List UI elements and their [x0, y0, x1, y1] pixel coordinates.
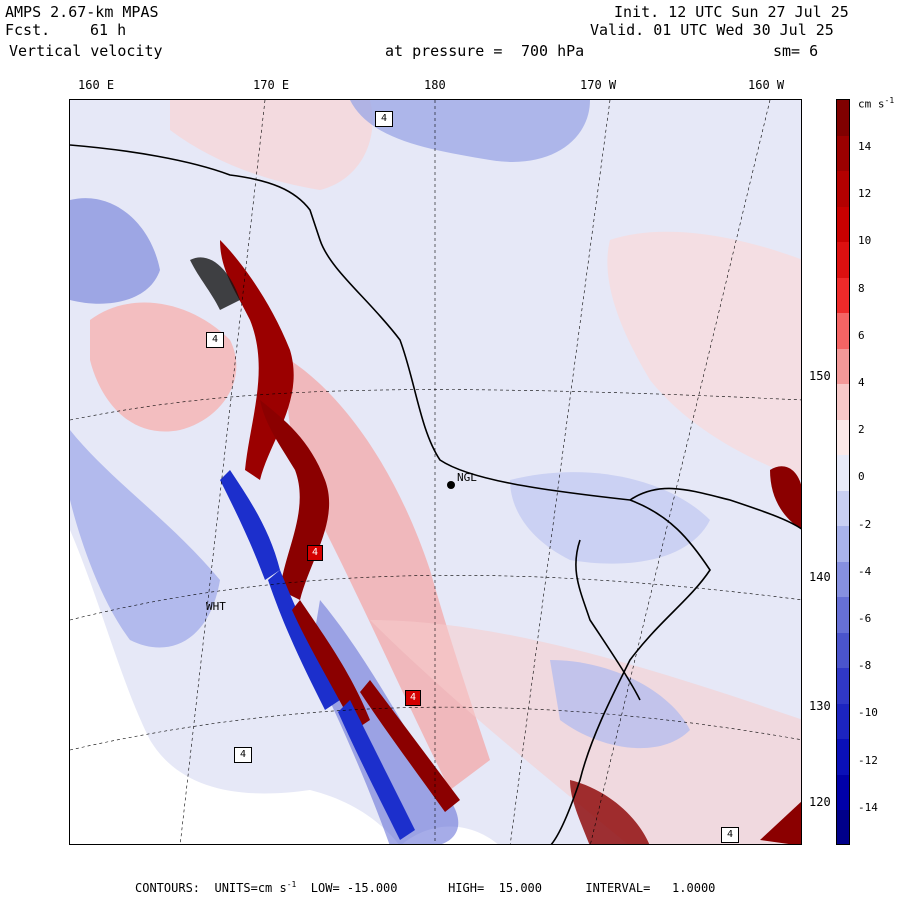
- colorbar-band: [837, 419, 849, 456]
- negative-region: [70, 430, 220, 648]
- colorbar-band: [837, 703, 849, 740]
- colorbar-band: [837, 632, 849, 669]
- colorbar-tick-label: -14: [858, 800, 878, 814]
- colorbar-units: cm s-1: [858, 96, 895, 111]
- colorbar-band: [837, 135, 849, 172]
- colorbar-band: [837, 242, 849, 279]
- colorbar-band: [837, 313, 849, 350]
- colorbar-tick-label: 12: [858, 187, 872, 201]
- colorbar-band: [837, 384, 849, 421]
- colorbar-tick-label: -12: [858, 753, 878, 767]
- colorbar-band: [837, 277, 849, 314]
- negative-region: [550, 660, 690, 749]
- colorbar-band: [837, 597, 849, 634]
- pressure-value: 700 hPa: [521, 42, 585, 60]
- colorbar-tick-label: 6: [858, 328, 865, 342]
- lon-label: 170 E: [253, 78, 290, 92]
- colorbar-band: [837, 455, 849, 492]
- model-title: AMPS 2.67-km MPAS: [5, 3, 159, 21]
- valid-time: Valid. 01 UTC Wed 30 Jul 25: [590, 21, 834, 39]
- field-name: Vertical velocity: [9, 42, 163, 60]
- coastline: [70, 144, 801, 844]
- station-ngl-marker: [447, 481, 455, 489]
- positive-region: [607, 231, 801, 480]
- colorbar-band: [837, 100, 849, 137]
- lon-label: 170 W: [580, 78, 617, 92]
- colorbar-band: [837, 668, 849, 705]
- extrema-box: 4: [234, 747, 252, 763]
- colorbar-band: [837, 490, 849, 527]
- colorbar-tick-label: 14: [858, 140, 872, 153]
- colorbar-band: [837, 348, 849, 385]
- positive-region: [90, 302, 237, 432]
- colorbar-tick-label: -4: [858, 564, 872, 578]
- contour-info: CONTOURS: UNITS=cm s-1 LOW= -15.000 HIGH…: [135, 880, 716, 895]
- colorbar-band: [837, 171, 849, 208]
- positive-region: [170, 100, 373, 190]
- negative-region: [350, 100, 590, 162]
- lon-label: 160 W: [748, 78, 785, 92]
- colorbar-band: [837, 739, 849, 776]
- forecast-label: Fcst.: [5, 21, 51, 39]
- colorbar-tick-label: -8: [858, 659, 872, 673]
- extrema-box: 4: [375, 111, 393, 127]
- extrema-box: 4: [307, 545, 323, 561]
- extrema-box: 4: [721, 827, 739, 843]
- extrema-box: 4: [405, 690, 421, 706]
- colorbar-band: [837, 526, 849, 563]
- colorbar-band: [837, 561, 849, 598]
- init-time: Init. 12 UTC Sun 27 Jul 25: [614, 3, 849, 21]
- colorbar-tick-label: 8: [858, 281, 865, 295]
- vertical-velocity-map: NGL WHT 4 4 4 4 4 4: [69, 99, 802, 845]
- colorbar-band: [837, 206, 849, 243]
- colorbar-band: [837, 774, 849, 811]
- colorbar-tick-label: 10: [858, 234, 872, 248]
- station-wht-label: WHT: [206, 600, 226, 613]
- colorbar-band: [837, 810, 849, 844]
- lon-label: 160 E: [78, 78, 115, 92]
- lon-label: 180: [424, 78, 446, 92]
- smoothing-label: sm= 6: [773, 42, 819, 60]
- pressure-label: at pressure =: [385, 42, 503, 60]
- graticule: [70, 100, 801, 844]
- colorbar-tick-label: -10: [858, 706, 878, 720]
- colorbar-tick-label: 4: [858, 376, 865, 389]
- colorbar-tick-label: 2: [858, 423, 865, 437]
- land-area: [70, 530, 399, 844]
- forecast-hour: 61 h: [90, 21, 127, 39]
- colorbar-tick-label: -2: [858, 517, 872, 531]
- colorbar: [836, 99, 850, 845]
- map-canvas: [70, 100, 801, 844]
- extrema-box: 4: [206, 332, 224, 348]
- colorbar-tick-label: -6: [858, 612, 872, 625]
- colorbar-tick-label: 0: [858, 470, 865, 484]
- negative-region: [510, 472, 710, 564]
- station-ngl-label: NGL: [457, 471, 477, 484]
- negative-region: [70, 198, 160, 304]
